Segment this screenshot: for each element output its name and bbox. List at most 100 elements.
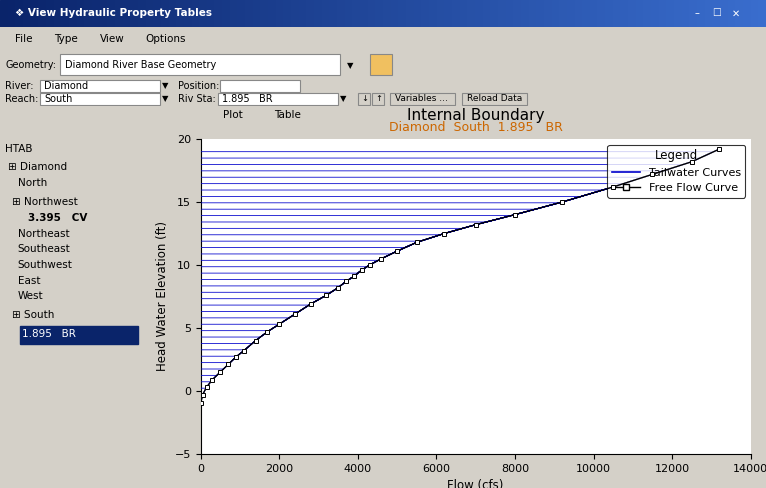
Text: Riv Sta:: Riv Sta: — [178, 94, 216, 104]
Bar — [268, 0, 276, 27]
Bar — [620, 0, 628, 27]
Bar — [283, 0, 291, 27]
Bar — [169, 0, 176, 27]
Bar — [153, 0, 161, 27]
Bar — [214, 0, 222, 27]
Bar — [659, 0, 666, 27]
Bar — [728, 0, 735, 27]
Text: Diamond: Diamond — [44, 81, 88, 91]
Text: ▼: ▼ — [162, 94, 169, 103]
Bar — [513, 0, 521, 27]
Bar — [8, 0, 15, 27]
Text: ↑: ↑ — [375, 94, 382, 103]
Bar — [337, 0, 345, 27]
Bar — [77, 0, 84, 27]
Bar — [146, 0, 153, 27]
Bar — [452, 0, 460, 27]
Text: River:: River: — [5, 81, 34, 91]
Bar — [643, 0, 651, 27]
Bar — [462, 93, 527, 105]
Text: Diamond  South  1.895   BR: Diamond South 1.895 BR — [389, 121, 562, 134]
Bar — [651, 0, 659, 27]
Bar — [429, 0, 437, 27]
Bar — [20, 326, 138, 344]
Bar — [498, 0, 506, 27]
Bar — [245, 0, 253, 27]
Text: Plot: Plot — [224, 110, 243, 120]
Text: 1.895   BR: 1.895 BR — [21, 329, 76, 339]
Text: ⊞ Northwest: ⊞ Northwest — [11, 197, 77, 207]
Bar — [360, 0, 368, 27]
Bar — [666, 0, 674, 27]
Bar — [38, 0, 46, 27]
Bar — [751, 0, 758, 27]
Bar — [697, 0, 705, 27]
Bar — [613, 0, 620, 27]
Text: 3.395   CV: 3.395 CV — [28, 213, 87, 223]
Bar — [712, 0, 720, 27]
Bar — [123, 0, 130, 27]
Bar — [506, 0, 513, 27]
Bar — [636, 0, 643, 27]
Bar — [682, 0, 689, 27]
Bar — [390, 93, 455, 105]
Text: Table: Table — [274, 110, 301, 120]
Text: Southeast: Southeast — [18, 244, 70, 254]
Bar — [253, 0, 260, 27]
Bar — [40, 80, 160, 92]
Legend: Tailwater Curves, Free Flow Curve: Tailwater Curves, Free Flow Curve — [607, 144, 745, 198]
Bar — [322, 0, 329, 27]
Bar — [40, 93, 160, 105]
Bar — [15, 0, 23, 27]
Bar — [536, 0, 544, 27]
Bar — [220, 80, 300, 92]
Bar — [590, 0, 597, 27]
Bar — [237, 0, 245, 27]
Bar — [444, 0, 452, 27]
Text: 1.895   BR: 1.895 BR — [222, 94, 273, 104]
Bar — [743, 0, 751, 27]
Bar — [582, 0, 590, 27]
Bar — [130, 0, 138, 27]
Bar — [31, 0, 38, 27]
Bar — [490, 0, 498, 27]
Bar — [260, 0, 268, 27]
Text: North: North — [18, 178, 47, 188]
Bar — [567, 0, 574, 27]
Bar — [406, 0, 414, 27]
Bar — [391, 0, 398, 27]
Bar — [100, 0, 107, 27]
Bar — [176, 0, 184, 27]
Bar — [437, 0, 444, 27]
Bar — [705, 0, 712, 27]
Text: ▼: ▼ — [347, 61, 353, 70]
Bar — [107, 0, 115, 27]
Text: Reload Data: Reload Data — [467, 94, 522, 103]
Bar — [23, 0, 31, 27]
Bar — [370, 54, 392, 75]
Bar — [69, 0, 77, 27]
Text: ▼: ▼ — [340, 94, 346, 103]
Bar — [358, 93, 370, 105]
Bar — [605, 0, 613, 27]
Bar — [222, 0, 230, 27]
Text: View: View — [100, 34, 124, 44]
Bar — [54, 0, 61, 27]
Text: Northeast: Northeast — [18, 228, 70, 239]
Bar — [559, 0, 567, 27]
Text: ↓: ↓ — [361, 94, 368, 103]
Bar — [628, 0, 636, 27]
Text: ☐: ☐ — [712, 8, 721, 19]
Bar — [544, 0, 552, 27]
Bar — [674, 0, 682, 27]
Bar — [720, 0, 728, 27]
Bar — [207, 0, 214, 27]
Bar — [689, 0, 697, 27]
Text: Diamond River Base Geometry: Diamond River Base Geometry — [65, 61, 216, 70]
Bar — [375, 0, 383, 27]
Bar — [46, 0, 54, 27]
Bar — [483, 0, 490, 27]
Bar — [115, 0, 123, 27]
X-axis label: Flow (cfs): Flow (cfs) — [447, 479, 504, 488]
Text: ❖ View Hydraulic Property Tables: ❖ View Hydraulic Property Tables — [15, 8, 212, 19]
